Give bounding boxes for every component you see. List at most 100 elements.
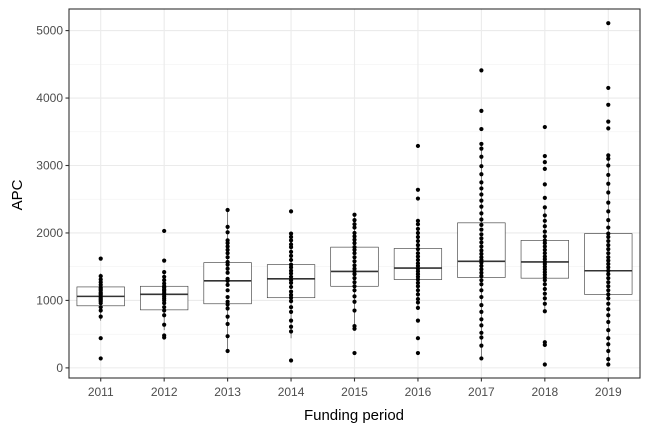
data-point [352, 280, 357, 285]
data-point [352, 284, 357, 289]
data-point [352, 237, 357, 242]
data-point [415, 280, 421, 285]
data-point [415, 251, 421, 256]
data-point [479, 192, 484, 197]
data-point [606, 307, 611, 312]
data-point [542, 153, 547, 159]
data-point [479, 204, 484, 209]
data-point [288, 318, 294, 323]
data-point [479, 278, 484, 283]
data-point [479, 108, 484, 113]
data-point [288, 274, 294, 279]
data-point [162, 313, 167, 318]
data-point [542, 282, 547, 287]
data-point [352, 299, 357, 304]
data-point [225, 306, 230, 311]
data-point [606, 336, 611, 341]
data-point [479, 251, 484, 256]
y-tick-label: 0 [56, 361, 63, 375]
data-point [606, 225, 611, 230]
data-point [288, 249, 294, 254]
data-point [606, 319, 611, 325]
plot-panel [68, 8, 641, 379]
data-point [98, 274, 103, 279]
data-point [415, 336, 421, 341]
data-point [352, 288, 357, 293]
data-point [288, 284, 294, 290]
x-tick-label: 2018 [531, 385, 558, 399]
data-point [606, 258, 611, 263]
data-point [225, 321, 230, 327]
data-point [288, 268, 294, 273]
data-point [352, 266, 357, 271]
data-point [606, 153, 611, 158]
data-point [479, 335, 484, 340]
data-point [352, 251, 357, 256]
data-point [162, 322, 167, 327]
x-axis: 2011 2012 2013 2014 2015 2016 2017 2018 2019 [88, 378, 622, 399]
data-point [415, 218, 421, 223]
data-point [162, 305, 167, 310]
data-point [606, 209, 611, 214]
data-point [288, 209, 294, 214]
data-point [225, 244, 230, 249]
data-point [415, 318, 421, 323]
data-point [606, 328, 611, 333]
data-point [415, 261, 421, 266]
data-point [606, 276, 611, 281]
data-point [606, 200, 611, 205]
data-point [162, 269, 167, 275]
data-point [479, 263, 484, 269]
x-tick-label: 2019 [595, 385, 622, 399]
data-point [479, 154, 484, 159]
data-point [479, 240, 484, 245]
data-point [542, 244, 547, 249]
data-point [98, 305, 103, 310]
data-point [479, 232, 484, 237]
data-point [415, 257, 421, 263]
data-point [415, 230, 421, 236]
y-tick-label: 3000 [36, 159, 63, 173]
data-point [98, 336, 103, 341]
data-point [98, 356, 103, 361]
data-point [542, 234, 547, 239]
data-point [606, 247, 611, 252]
data-point [542, 205, 547, 210]
data-point [479, 317, 484, 322]
data-point [479, 222, 484, 227]
data-point [479, 164, 484, 169]
data-point [225, 299, 230, 304]
data-point [606, 272, 611, 277]
data-point [606, 126, 611, 131]
data-point [352, 230, 357, 236]
data-point [606, 190, 611, 195]
data-point [542, 224, 547, 229]
data-point [352, 276, 357, 281]
data-point [479, 248, 484, 253]
data-point [415, 296, 421, 302]
data-point [415, 247, 421, 252]
data-point [352, 323, 357, 329]
data-point [606, 301, 611, 306]
data-point [479, 267, 484, 272]
data-point [479, 217, 484, 222]
data-point [415, 226, 421, 232]
data-point [288, 231, 294, 236]
data-point [225, 247, 230, 252]
data-point [606, 231, 611, 236]
data-point [225, 224, 230, 229]
y-axis-title: APC [9, 179, 26, 210]
data-point [606, 243, 611, 248]
data-point [479, 309, 484, 314]
data-point [479, 244, 484, 249]
data-point [288, 305, 294, 310]
data-point [352, 294, 357, 299]
data-point [415, 196, 421, 201]
data-point [606, 292, 611, 297]
data-point [542, 166, 547, 171]
data-point [288, 257, 294, 263]
data-point [479, 255, 484, 260]
data-point [415, 234, 421, 240]
data-point [479, 270, 484, 275]
